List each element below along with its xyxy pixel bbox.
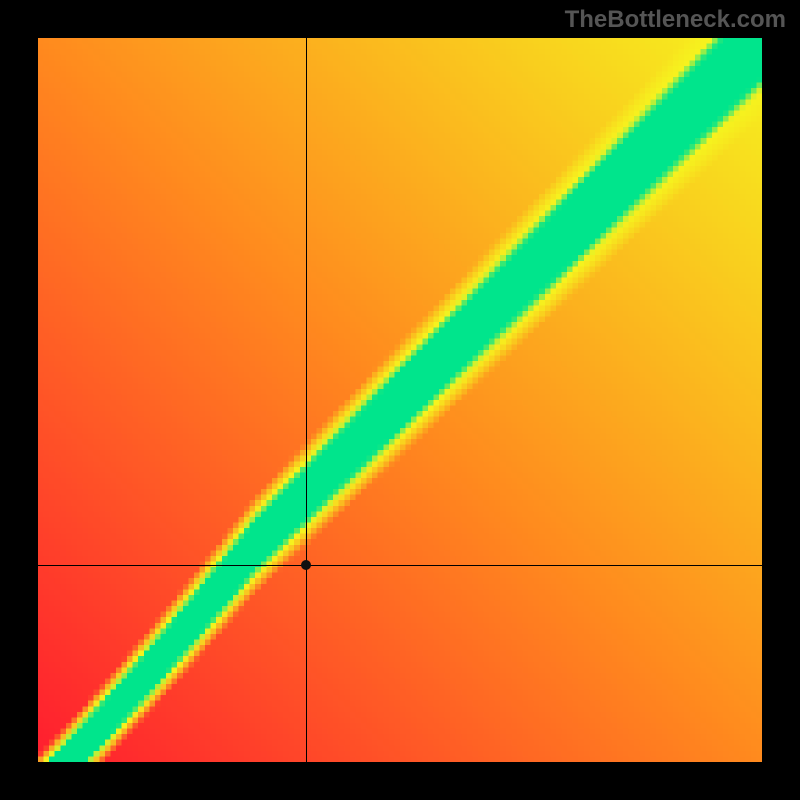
crosshair-vertical	[306, 38, 307, 762]
chart-outer: TheBottleneck.com	[0, 0, 800, 800]
crosshair-point	[301, 560, 311, 570]
plot-area	[38, 38, 762, 762]
heatmap-canvas	[38, 38, 762, 762]
watermark-text: TheBottleneck.com	[565, 6, 786, 34]
crosshair-horizontal	[38, 565, 762, 566]
